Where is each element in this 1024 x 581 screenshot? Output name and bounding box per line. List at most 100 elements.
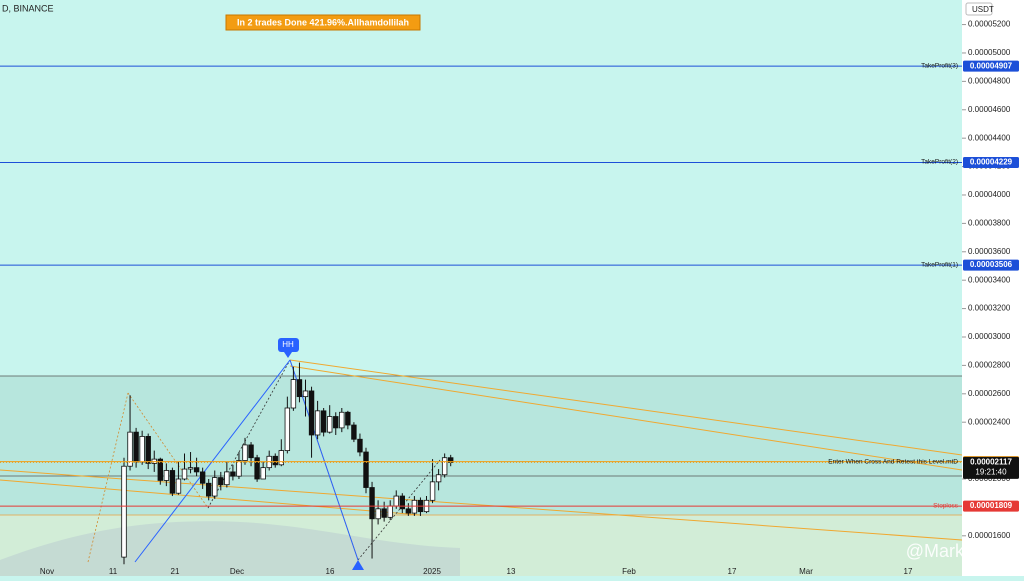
candle-body [435,474,442,483]
level-name: TakeProfit(3) [921,62,958,69]
candle-body [399,495,405,510]
candle-body [212,477,218,497]
y-tick-label: 0.00004400 [968,133,1011,142]
candle-body [169,470,176,494]
currency: USDT [972,5,994,14]
candle-body [163,470,170,481]
x-tick-label: Feb [622,567,636,576]
y-tick-label: 0.00002800 [968,361,1011,370]
candle-body [242,444,248,461]
candle-body [224,471,230,486]
y-tick-label: 0.00003600 [968,247,1011,256]
pattern-line [134,359,291,563]
level-value-box [963,60,1019,72]
currency-box [965,2,993,16]
level-value: 0.00001809 [970,501,1013,510]
level-value-box [963,156,1019,168]
level-value: 0.00003506 [970,260,1013,269]
candle-body [314,410,321,436]
x-tick-label: 16 [326,567,335,576]
candle-body [320,410,327,433]
countdown: 19:21:40 [975,467,1007,476]
x-tick-label: Mar [799,567,813,576]
level-value-box [963,259,1019,271]
y-tick-label: 0.00003200 [968,304,1011,313]
level-value: 0.00002117 [970,457,1012,466]
banner-box [225,14,421,31]
candle-body [181,468,188,480]
candle-body [127,431,133,467]
y-tick-label: 0.00002400 [968,417,1011,426]
candle-body [290,379,297,409]
candle-body [218,477,224,486]
x-tick-label: Nov [40,567,54,576]
candle-body [133,431,139,463]
candle-body [199,471,206,484]
trend-line [289,365,963,471]
candle-body [351,424,357,440]
candle-body [393,495,399,507]
x-tick-label: Dec [230,567,244,576]
candle-body [357,438,363,453]
y-tick-label: 0.00003000 [968,332,1011,341]
candle-body [326,416,333,433]
candle-body [369,487,375,520]
candle-body [205,482,212,497]
candle-body [308,390,315,436]
level-value-box [963,500,1019,512]
x-tick-label: 17 [728,567,737,576]
candle-body [381,508,387,518]
trend-line [289,359,963,456]
candle-body [145,436,151,464]
candle-body [296,379,303,398]
y-tick-label: 0.00003400 [968,275,1011,284]
candle-body [193,467,200,473]
banner: In 2 trades Done 421.96%.Allhamdollilah [237,17,409,27]
x-tick-label: 21 [171,567,180,576]
plot [121,362,454,565]
level-name: TakeProfit(2) [921,159,958,166]
candle-body [157,458,163,481]
level-value: 0.00004907 [970,61,1013,70]
candle-body [284,407,291,452]
candle-body [387,505,393,518]
hh-marker-tip [284,352,292,358]
candle-body [175,478,182,494]
hh-marker [278,338,299,352]
hh-label: HH [282,340,294,349]
y-tick-label: 0.00005000 [968,48,1011,57]
candle-body [278,450,284,466]
x-tick-label: 2025 [423,567,441,576]
y-tick-label: 0.00005200 [968,20,1011,29]
candle-body [254,457,260,480]
trend-line [0,479,421,516]
volume-area [0,521,460,576]
level-name: TakeProfit(1) [921,261,958,268]
chart-title: D, BINANCE [2,3,54,13]
candle-body [248,444,254,459]
candle-body [121,465,127,558]
candle-body [345,411,351,426]
y-tick-label: 0.00004600 [968,105,1011,114]
candle-body [230,471,236,477]
y-tick-label: 0.00004800 [968,76,1011,85]
level-name: Enter When Cross And Retest this Level.m… [828,459,958,466]
price-axis [962,0,1024,576]
y-tick-label: 0.00004000 [968,190,1011,199]
y-tick-label: 0.00001600 [968,531,1011,540]
watermark: @Market Tips [906,541,1017,561]
x-tick-label: 17 [904,567,913,576]
pattern-line [87,392,129,563]
candle-body [302,390,309,398]
x-tick-label: 11 [109,567,118,576]
y-tick-label: 0.00003800 [968,218,1011,227]
candle-body [139,436,145,463]
candle-body [429,481,436,501]
candle-body [375,508,381,520]
y-tick-label: 0.00002600 [968,389,1011,398]
candle-body [411,499,418,514]
pattern-line [127,392,209,509]
candle-body [339,411,345,429]
level-value: 0.00004229 [970,158,1013,167]
